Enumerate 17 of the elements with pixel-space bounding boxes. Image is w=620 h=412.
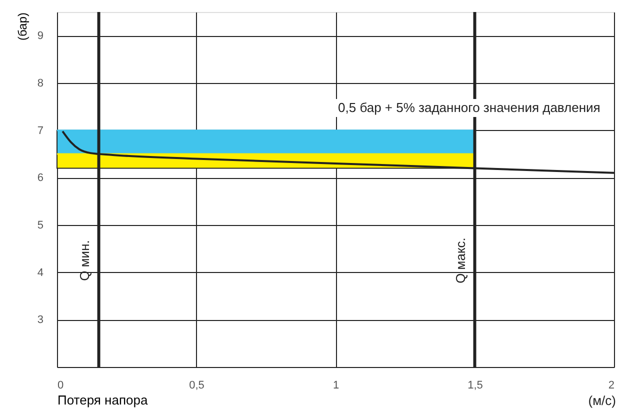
x-axis-title: Потеря напора [58, 392, 148, 408]
x-tick-label: 1 [332, 380, 340, 392]
y-tick-label: 8 [37, 78, 44, 90]
y-tick-label: 3 [37, 314, 44, 326]
ref-line-label: Q макс. [452, 238, 468, 284]
text: (м/с) [588, 393, 616, 408]
x-tick-label: 2 [608, 380, 614, 392]
y-tick-label: 9 [37, 30, 44, 42]
x-tick-label: 0,5 [189, 380, 204, 392]
y-tick-label: 5 [37, 220, 44, 232]
y-tick-label: 7 [37, 124, 44, 137]
y-tick-label: 4 [37, 266, 44, 279]
x-tick-label: 1,5 [468, 380, 483, 392]
y-tick-label: 6 [37, 172, 44, 184]
x-tick-label: 0 [58, 380, 64, 392]
y-axis-title: (бар) [15, 12, 30, 40]
annotation: 0,5 бар + 5% заданного значения давления [338, 100, 600, 115]
